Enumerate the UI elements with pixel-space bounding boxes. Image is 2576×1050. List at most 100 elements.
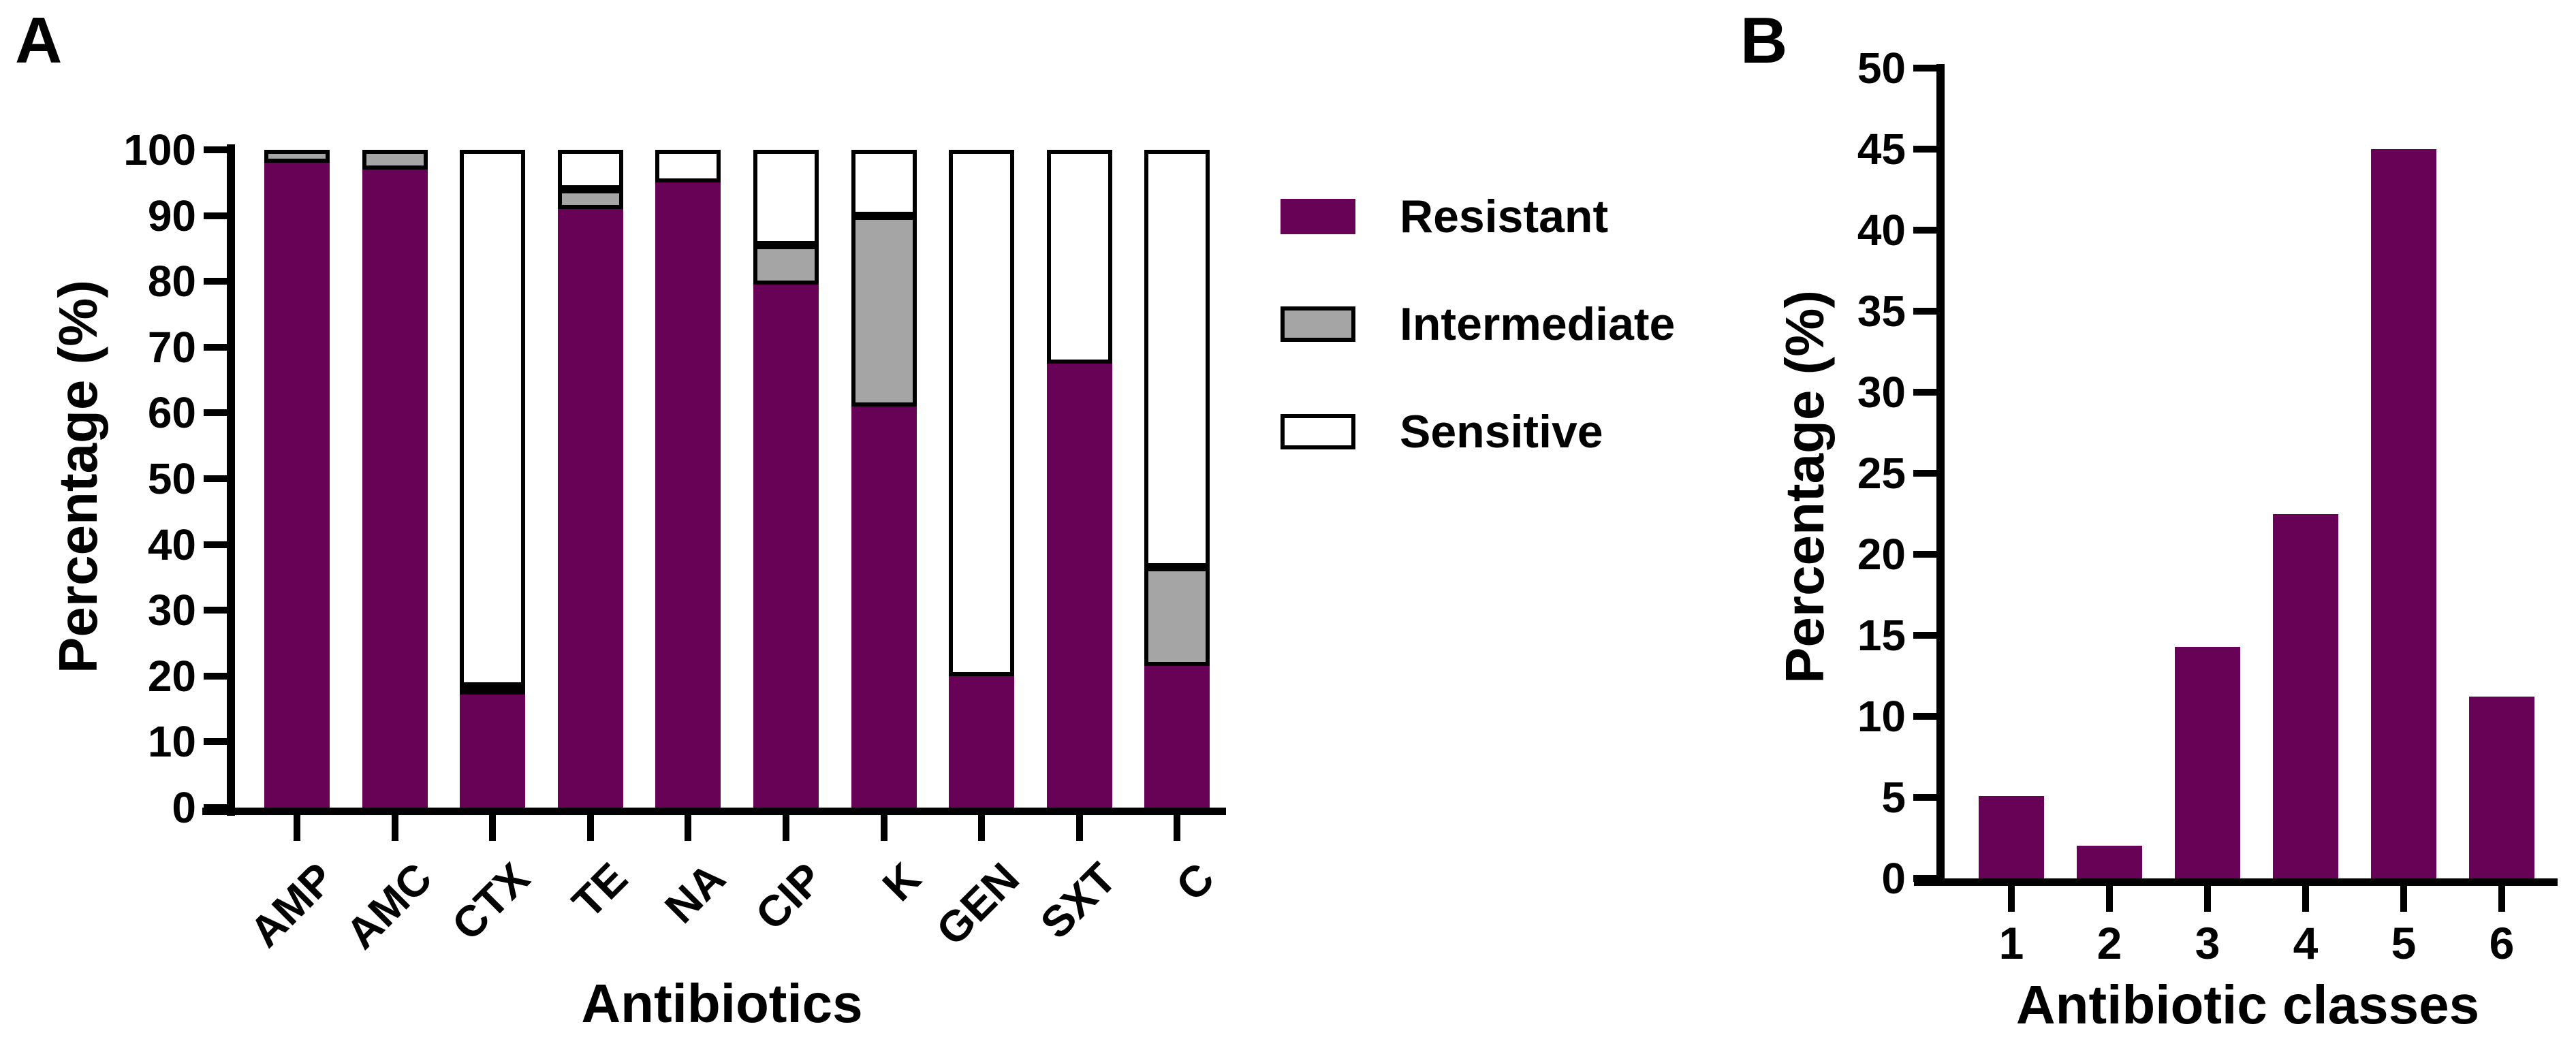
panel-b-label: B [1740,4,1788,77]
panel-a-y-tick [204,672,227,680]
sensitive-swatch-icon [1281,414,1355,449]
panel-b-y-tick-label: 45 [1857,125,1906,174]
panel-a-y-tick-label: 20 [147,651,196,701]
bar-class-1 [1979,795,2044,878]
bar-segment-AMC-intermediate [362,150,428,170]
bar-segment-SXT-resistant [1046,363,1112,808]
panel-a-y-tick [204,343,227,351]
resistant-swatch-icon [1281,199,1355,234]
panel-a-x-axis-line [202,808,1226,815]
panel-b-y-tick-label: 35 [1857,287,1906,336]
panel-a-x-tick [1075,815,1083,841]
panel-b-y-tick [1913,470,1936,477]
panel-b-y-tick [1913,227,1936,234]
panel-b-x-axis-title: Antibiotic classes [2015,974,2480,1035]
panel-b-y-tick [1913,875,1936,882]
panel-b-x-tick-label: 5 [2391,918,2417,968]
panel-b-x-tick [2400,886,2407,912]
panel-a-y-tick-label: 10 [147,717,196,767]
bar-segment-TE-resistant [557,208,623,808]
panel-a-y-tick-label: 60 [147,388,196,438]
panel-a-y-tick [204,607,227,614]
panel-a-x-tick [489,815,497,841]
panel-b-y-tick [1913,713,1936,720]
panel-a-y-tick-label: 50 [147,454,196,503]
bar-segment-GEN-sensitive [949,150,1015,676]
bar-segment-TE-intermediate [557,189,623,209]
panel-b-x-tick-label: 6 [2489,918,2515,968]
bar-segment-TE-sensitive [557,150,623,189]
legend-label-sensitive: Sensitive [1400,406,1603,458]
legend-label-intermediate: Intermediate [1400,298,1676,350]
panel-b-y-tick [1913,389,1936,396]
panel-b-y-tick-label: 50 [1857,44,1906,93]
panel-b-x-axis-line [1914,878,2558,886]
bar-segment-C-resistant [1144,666,1210,808]
panel-b-y-tick-label: 20 [1857,530,1906,579]
panel-b-y-tick-label: 40 [1857,206,1906,255]
panel-a-x-tick [391,815,398,841]
panel-a-x-tick-label: TE [563,853,637,927]
bar-class-4 [2273,513,2338,878]
panel-b-x-tick-label: 2 [2096,918,2122,968]
panel-b-y-tick [1913,65,1936,71]
bar-segment-CTX-resistant [460,691,526,808]
panel-a-y-tick [204,738,227,746]
intermediate-swatch-icon [1281,306,1355,342]
bar-segment-K-intermediate [851,215,917,407]
panel-a-y-axis-line [227,144,235,816]
panel-b-y-tick [1913,551,1936,558]
bar-segment-K-sensitive [851,150,917,216]
bar-segment-GEN-resistant [949,675,1015,808]
panel-a-x-tick [783,815,789,841]
panel-a-y-tick [204,409,227,417]
panel-a-x-tick-label: NA [655,853,735,933]
panel-a-y-tick-label: 90 [147,191,196,240]
panel-b-y-tick [1913,794,1936,801]
panel-a-x-tick [1174,815,1181,841]
panel-b-y-tick [1913,308,1936,315]
panel-a-y-tick-label: 0 [172,783,196,832]
panel-a-y-tick-label: 100 [123,125,196,174]
bar-segment-C-intermediate [1144,567,1210,667]
bar-segment-CTX-sensitive [460,150,526,687]
panel-b-x-tick-label: 3 [2195,918,2220,968]
panel-b-y-tick [1913,146,1936,153]
legend-label-resistant: Resistant [1400,191,1609,242]
bar-segment-SXT-sensitive [1046,150,1112,364]
panel-a-x-tick [880,815,888,841]
panel-b-y-tick-label: 5 [1881,773,1906,822]
panel-a-y-tick-label: 80 [147,257,196,306]
panel-a-y-tick-label: 40 [147,520,196,569]
panel-b-y-tick-label: 10 [1857,692,1906,741]
panel-a-x-tick-label: C [1166,853,1224,910]
bar-segment-K-resistant [851,406,917,808]
panel-a-x-tick-label: CTX [442,853,539,950]
panel-b-y-tick-label: 30 [1857,368,1906,417]
panel-a-y-tick [204,804,227,811]
panel-a-x-tick [294,815,300,841]
panel-b-x-tick-label: 4 [2293,918,2319,968]
panel-a-x-tick [685,815,692,841]
panel-a-x-tick [978,815,986,841]
bar-class-6 [2469,697,2534,878]
panel-a-x-axis-title: Antibiotics [581,973,863,1034]
bar-segment-CIP-intermediate [753,245,819,285]
panel-a-y-tick [204,475,227,482]
panel-b-x-tick [2008,886,2015,912]
panel-a-x-tick-label: SXT [1031,853,1126,949]
panel-b-x-tick [2498,886,2505,912]
panel-b-y-tick [1913,632,1936,639]
bar-class-2 [2077,846,2142,878]
panel-a-y-tick [204,146,227,153]
bar-segment-AMP-resistant [264,163,330,808]
panel-a-y-tick-label: 30 [147,586,196,635]
panel-b-x-tick-label: 1 [1998,918,2024,968]
bar-segment-CIP-resistant [753,285,819,808]
bar-class-5 [2371,149,2436,878]
panel-a-x-tick-label: AMC [336,853,441,959]
panel-a-x-tick-label: AMP [240,853,344,957]
panel-a-x-tick-label: CIP [746,853,833,940]
bar-segment-CTX-intermediate [460,686,526,695]
